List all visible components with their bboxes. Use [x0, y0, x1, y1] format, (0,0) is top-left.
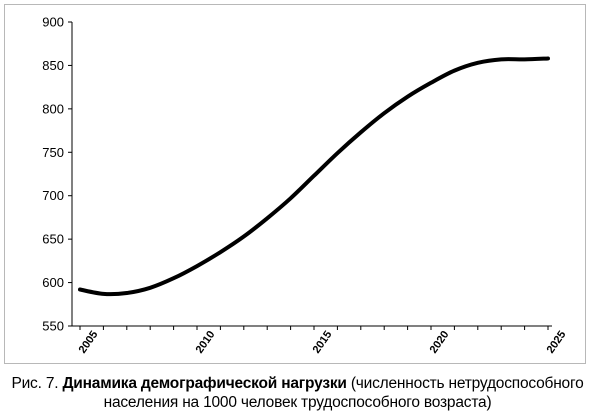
caption-prefix: Рис. 7.: [11, 375, 63, 392]
x-tick-label: 2015: [311, 329, 335, 356]
y-tick-label: 900: [42, 15, 64, 30]
caption-title: Динамика демографической нагрузки: [62, 375, 347, 392]
figure-caption: Рис. 7. Динамика демографической нагрузк…: [0, 374, 595, 412]
caption-description: (численность нетрудоспособного населения…: [103, 375, 584, 411]
series-line: [78, 56, 550, 297]
y-tick-label: 750: [42, 145, 64, 160]
x-tick-label: 2020: [428, 329, 452, 356]
y-tick-label: 850: [42, 58, 64, 73]
y-tick-label: 700: [42, 188, 64, 203]
x-axis-ticks: 2005 2010 2015 2020 2025: [77, 329, 569, 356]
x-tick-label: 2025: [545, 329, 569, 356]
y-tick-label: 600: [42, 275, 64, 290]
line-chart: 550 600 650 700 750 800 850 900 2005 2010 2015 202…: [42, 15, 569, 356]
y-tick-label: 550: [42, 319, 64, 334]
x-tick-label: 2010: [194, 329, 218, 356]
y-tick-label: 650: [42, 232, 64, 247]
chart-axes: [71, 22, 552, 327]
y-tick-label: 800: [42, 101, 64, 116]
x-axis-minor-ticks: [79, 326, 549, 330]
y-axis-ticks: 550 600 650 700 750 800 850 900: [42, 15, 72, 334]
chart-frame: [4, 4, 586, 364]
x-tick-label: 2005: [77, 329, 101, 356]
